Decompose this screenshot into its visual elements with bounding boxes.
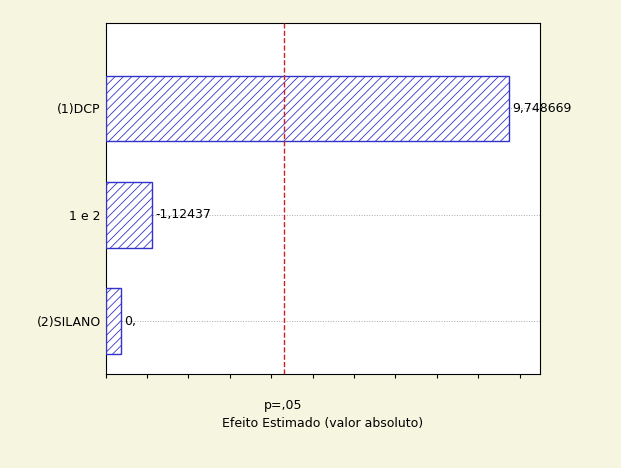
Text: 0,: 0,	[124, 314, 136, 328]
Text: 9,748669: 9,748669	[512, 102, 571, 115]
Text: -1,12437: -1,12437	[155, 208, 211, 221]
Bar	[106, 288, 121, 354]
X-axis label: Efeito Estimado (valor absoluto): Efeito Estimado (valor absoluto)	[222, 417, 424, 431]
Text: p=,05: p=,05	[265, 399, 303, 412]
Bar	[106, 182, 152, 248]
Bar	[106, 75, 509, 141]
